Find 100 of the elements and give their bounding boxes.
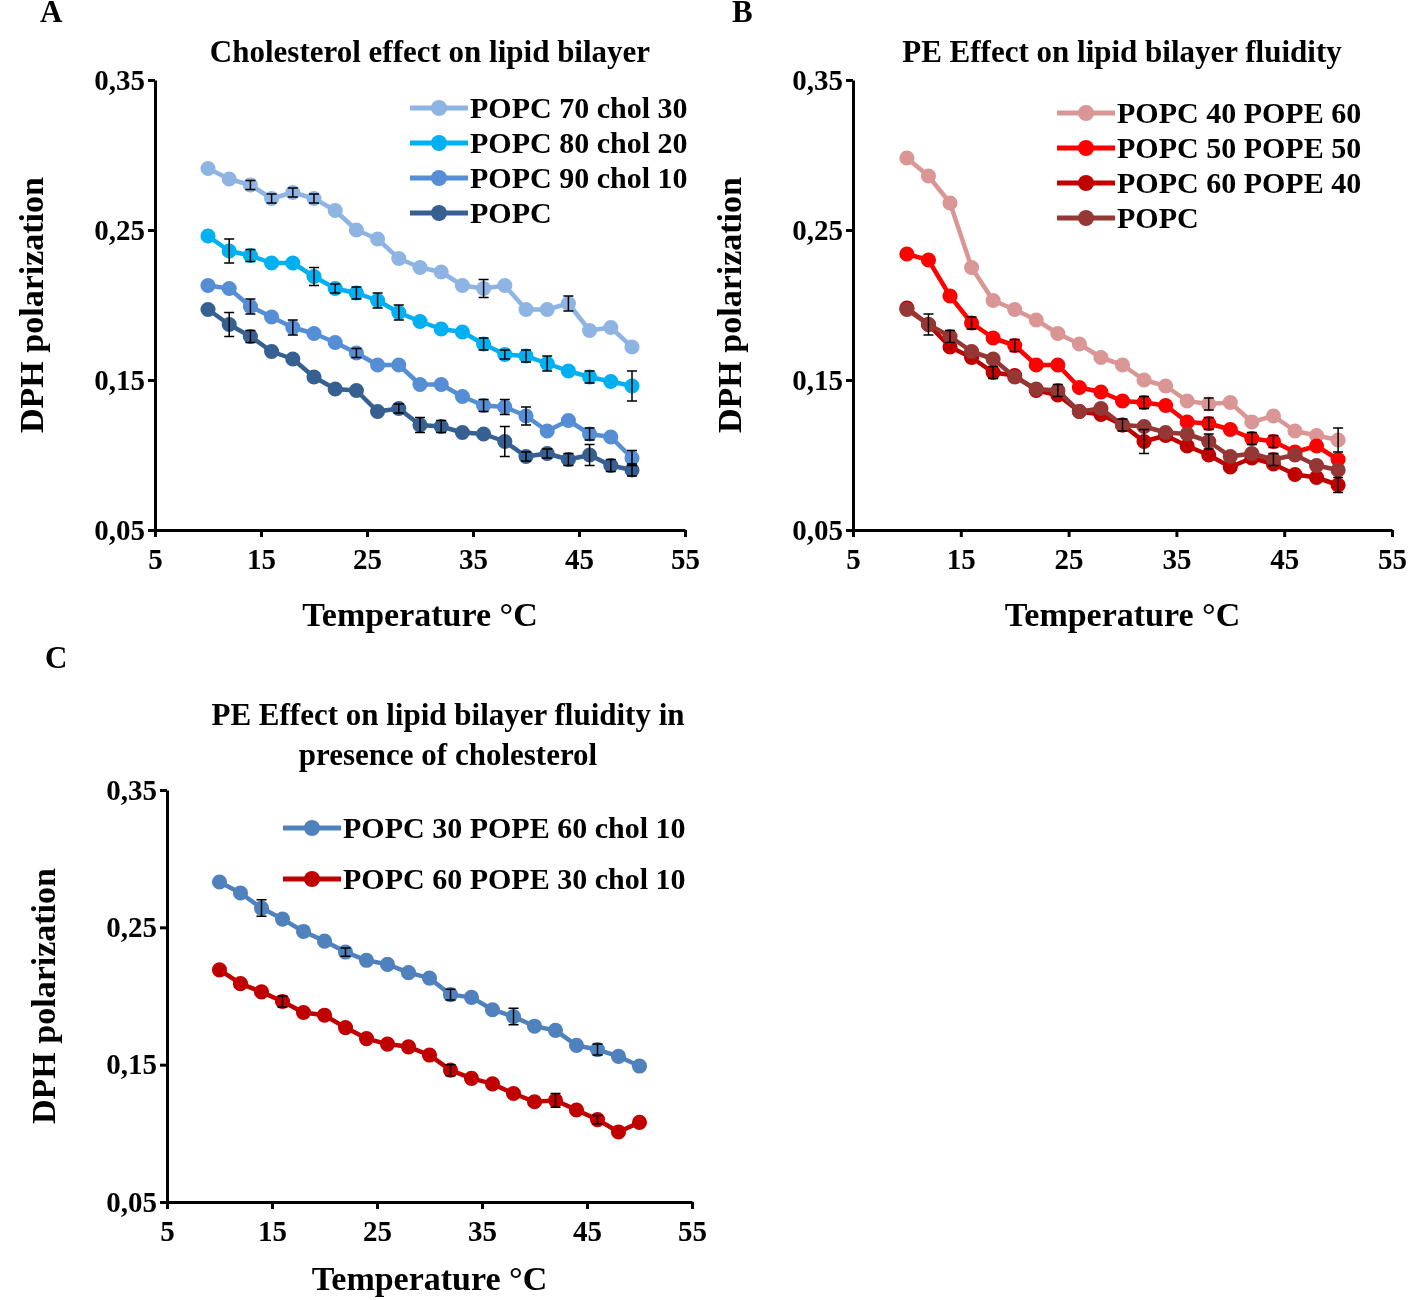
- point: [560, 363, 576, 379]
- point: [526, 1018, 543, 1034]
- point: [370, 403, 386, 420]
- point: [1158, 378, 1174, 394]
- point: [1007, 301, 1023, 318]
- point: [631, 1058, 648, 1074]
- point: [454, 388, 470, 405]
- point: [920, 252, 937, 268]
- point: [603, 429, 619, 445]
- point: [358, 952, 375, 968]
- point: [505, 1085, 522, 1102]
- point: [454, 277, 470, 294]
- x-tick-label: 55: [1378, 543, 1407, 575]
- x-tick-label: 25: [1054, 543, 1084, 575]
- point: [327, 334, 343, 351]
- point: [306, 325, 322, 342]
- x-tick-label: 15: [258, 1215, 287, 1247]
- point: [358, 1031, 375, 1047]
- y-tick-label: 0,35: [106, 773, 157, 806]
- point: [327, 202, 343, 219]
- point: [200, 228, 216, 244]
- x-tick-label: 45: [565, 543, 594, 575]
- point: [610, 1048, 627, 1064]
- point: [391, 250, 407, 267]
- point: [942, 195, 958, 211]
- point: [316, 933, 333, 949]
- point: [348, 382, 364, 399]
- x-tick-label: 35: [1162, 543, 1192, 575]
- point: [412, 313, 428, 330]
- point: [421, 970, 438, 986]
- point: [1222, 394, 1238, 411]
- y-axis-title: DPH polarization: [25, 867, 62, 1124]
- point: [253, 984, 270, 1000]
- point: [631, 1114, 648, 1130]
- point: [560, 412, 576, 429]
- point: [518, 301, 534, 318]
- point: [433, 376, 449, 393]
- point: [285, 255, 301, 271]
- x-tick-label: 5: [846, 543, 861, 575]
- point: [316, 1007, 333, 1023]
- point: [463, 1070, 480, 1086]
- point: [1244, 414, 1260, 430]
- x-axis-title: Temperature °C: [1004, 596, 1241, 633]
- point: [1093, 349, 1109, 366]
- point: [1179, 426, 1195, 442]
- y-tick-label: 0,05: [792, 513, 843, 546]
- legend-label: POPC 50 POPE 50: [1117, 131, 1362, 164]
- point: [1050, 325, 1066, 342]
- x-tick-label: 25: [363, 1215, 392, 1247]
- point: [1093, 400, 1109, 417]
- x-tick-label: 15: [946, 543, 976, 575]
- x-tick-label: 5: [148, 543, 163, 575]
- point: [348, 222, 364, 238]
- point: [568, 1037, 585, 1053]
- point: [920, 168, 937, 184]
- point: [412, 376, 428, 393]
- point: [285, 351, 301, 367]
- point: [274, 911, 291, 927]
- point: [370, 357, 386, 373]
- chart-title: Cholesterol effect on lipid bilayer: [209, 34, 651, 69]
- point: [463, 989, 480, 1005]
- point: [1179, 393, 1195, 409]
- point: [400, 1039, 417, 1055]
- y-tick-label: 0,15: [106, 1048, 157, 1081]
- point: [264, 255, 280, 271]
- point: [370, 231, 386, 247]
- point: [484, 1076, 501, 1092]
- point: [539, 301, 555, 318]
- x-tick-label: 5: [160, 1215, 175, 1247]
- point: [899, 150, 915, 166]
- point: [400, 965, 417, 981]
- point: [200, 301, 216, 318]
- point: [433, 264, 449, 280]
- x-axis-title: Temperature °C: [311, 1260, 548, 1297]
- point: [264, 309, 280, 325]
- point: [964, 259, 980, 276]
- point: [1287, 423, 1303, 439]
- point: [476, 426, 492, 442]
- point: [211, 874, 228, 890]
- point: [454, 424, 470, 441]
- point: [603, 319, 619, 336]
- legend-label: POPC 80 chol 20: [470, 126, 688, 159]
- point: [391, 357, 407, 373]
- legend-label: POPC 40 POPE 60: [1117, 96, 1362, 129]
- point: [379, 1036, 396, 1052]
- point: [1265, 408, 1281, 424]
- legend-label: POPC 60 POPE 40: [1117, 166, 1362, 199]
- y-tick-label: 0,35: [792, 63, 843, 96]
- y-axis-title: DPH polarization: [711, 176, 748, 433]
- x-tick-label: 35: [459, 543, 488, 575]
- point: [200, 160, 216, 177]
- y-tick-label: 0,05: [106, 1185, 157, 1218]
- point: [985, 292, 1001, 309]
- point: [1308, 457, 1325, 474]
- point: [221, 171, 237, 187]
- point: [306, 369, 322, 385]
- point: [547, 1022, 564, 1038]
- point: [568, 1102, 585, 1118]
- point: [1136, 372, 1152, 388]
- point: [985, 351, 1001, 367]
